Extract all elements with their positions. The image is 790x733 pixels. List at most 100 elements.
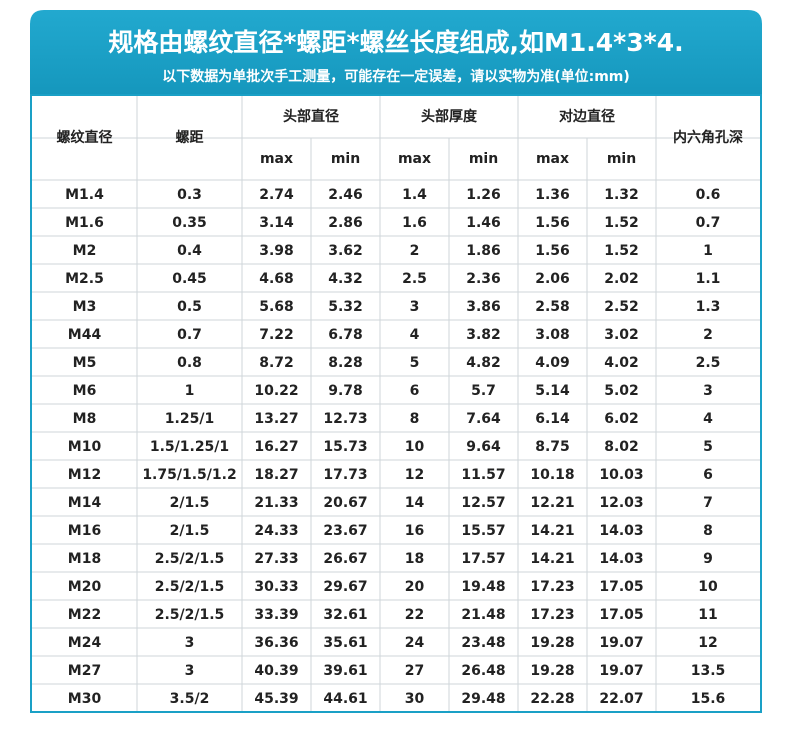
cell: 17.57 [461,551,505,567]
cell: M10 [68,439,102,455]
cell: 0.7 [696,215,721,231]
cell: 2.02 [604,271,639,287]
cell: 12.03 [599,495,643,511]
cell: 24.33 [254,523,298,539]
cell: M24 [68,635,102,651]
cell: 1.25/1 [165,411,214,427]
cell: 1.4 [402,187,427,203]
cell: 14.21 [530,523,574,539]
cell: 5.32 [328,299,363,315]
cell: 20.67 [323,495,367,511]
cell: 1.52 [604,215,639,231]
cell: 13.5 [691,663,726,679]
cell: 10.22 [254,383,298,399]
cell: 9.78 [328,383,363,399]
cell: 29.67 [323,579,367,595]
cell: M30 [68,691,102,707]
sub-header: min [607,151,636,167]
cell: 19.28 [530,663,574,679]
cell: 1.32 [604,187,639,203]
cell: 3.02 [604,327,639,343]
cell: M14 [68,495,102,511]
cell: 19.28 [530,635,574,651]
cell: 0.3 [177,187,202,203]
cell: 11.57 [461,467,505,483]
cell: 4.68 [259,271,294,287]
cell: 3 [185,635,195,651]
cell: 22 [405,607,424,623]
cell: 4.09 [535,355,570,371]
cell: 4.82 [466,355,501,371]
cell: 1.56 [535,215,570,231]
cell: 2.5/2/1.5 [155,551,225,567]
cell: 12 [698,635,717,651]
cell: 2.36 [466,271,501,287]
cell: 5.02 [604,383,639,399]
sub-header: max [398,151,431,167]
cell: 10 [405,439,425,455]
cell: 24 [405,635,425,651]
cell: 5 [410,355,420,371]
cell: 6.78 [328,327,363,343]
cell: 4.32 [328,271,363,287]
sub-header: min [331,151,360,167]
cell: 4.02 [604,355,639,371]
cell: 0.7 [177,327,202,343]
cell: M18 [68,551,101,567]
subtitle: 以下数据为单批次手工测量，可能存在一定误差，请以实物为准(单位:mm) [162,68,630,85]
cell: 21.33 [254,495,298,511]
cell: 0.6 [696,187,721,203]
cell: 1.56 [535,243,570,259]
sub-header: max [260,151,293,167]
cell: 3 [185,663,195,679]
cell: 1.3 [696,299,721,315]
column-header: 头部厚度 [421,108,478,125]
cell: 8.75 [535,439,570,455]
cell: M27 [68,663,101,679]
cell: 26.67 [323,551,367,567]
cell: 39.61 [323,663,367,679]
cell: 19.07 [599,663,643,679]
cell: 3.5/2 [170,691,210,707]
cell: 15.73 [323,439,367,455]
cell: 3.86 [466,299,501,315]
cell: 8 [703,523,713,539]
cell: 16.27 [254,439,298,455]
cell: 8.02 [604,439,639,455]
cell: M6 [73,383,97,399]
cell: 14.03 [599,551,643,567]
cell: 5.68 [259,299,294,315]
cell: 17.23 [530,579,574,595]
cell: 19.48 [461,579,505,595]
table-border [30,94,762,713]
cell: 12.21 [530,495,574,511]
sub-header: max [536,151,569,167]
cell: 12 [405,467,424,483]
cell: 11 [698,607,717,623]
cell: 44.61 [323,691,367,707]
cell: M2.5 [65,271,104,287]
cell: 1.86 [466,243,501,259]
cell: 4 [410,327,420,343]
cell: 5.7 [471,383,496,399]
cell: M8 [73,411,97,427]
cell: 2.74 [259,187,294,203]
cell: 12.57 [461,495,505,511]
cell: 1.52 [604,243,639,259]
cell: 6 [410,383,420,399]
cell: 14.03 [599,523,643,539]
cell: 5.14 [535,383,570,399]
cell: 2 [410,243,420,259]
cell: 1 [185,383,195,399]
cell: 1.46 [466,215,501,231]
cell: 14.21 [530,551,574,567]
cell: 2.06 [535,271,570,287]
cell: 1.6 [402,215,427,231]
cell: 7 [703,495,713,511]
cell: 15.6 [691,691,726,707]
cell: 12.73 [323,411,367,427]
cell: 0.8 [177,355,202,371]
cell: 17.05 [599,607,643,623]
cell: 9 [703,551,713,567]
cell: 2.52 [604,299,639,315]
